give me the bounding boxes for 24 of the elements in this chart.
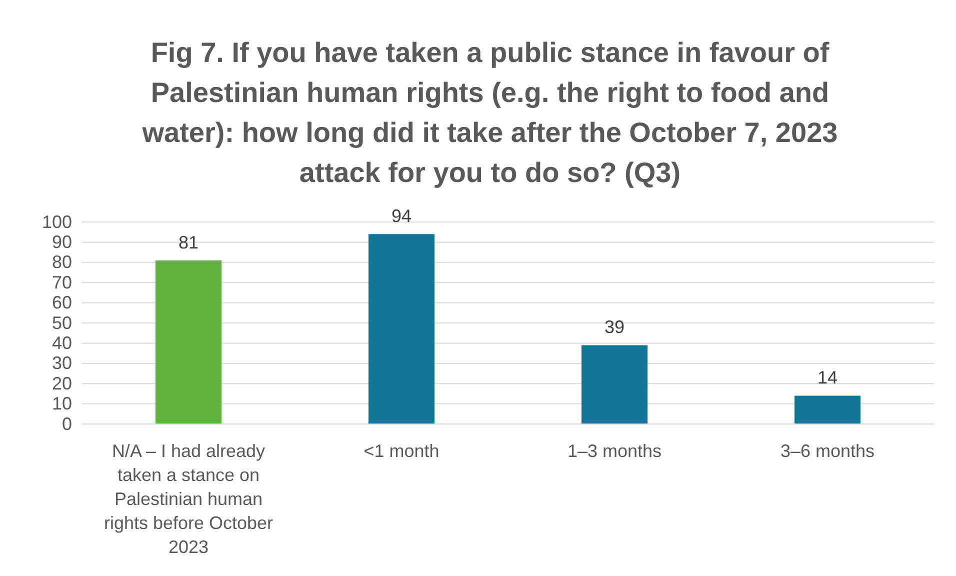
- y-tick-label: 100: [42, 212, 72, 232]
- y-tick-label: 30: [52, 353, 72, 374]
- x-tick-label: <1 month: [364, 441, 440, 461]
- x-tick-label: N/A – I had already taken a stance on Palestinian human rights before October 2023: [104, 441, 274, 557]
- y-tick-label: 60: [52, 292, 72, 313]
- bar: [155, 260, 222, 424]
- data-label: 39: [604, 317, 625, 338]
- data-label: 94: [391, 206, 412, 226]
- bar: [368, 234, 435, 424]
- chart-title: Fig 7. If you have taken a public stance in favour of Palestinian human rights (e.g. the right to food and water): how long did it take after the October 7, 2023 attack for you to do so? (Q3): [141, 37, 838, 188]
- y-tick-label: 20: [52, 373, 72, 394]
- y-tick-label: 90: [52, 232, 72, 252]
- y-tick-label: 80: [52, 252, 72, 272]
- y-tick-label: 70: [52, 272, 72, 292]
- x-tick-label: 3–6 months: [780, 441, 875, 461]
- data-label: 81: [178, 232, 199, 252]
- y-tick-label: 0: [62, 414, 72, 434]
- x-tick-label: 1–3 months: [567, 441, 662, 461]
- y-tick-label: 50: [52, 312, 72, 333]
- data-label: 14: [817, 368, 838, 388]
- bar: [794, 396, 861, 424]
- y-tick-label: 40: [52, 332, 72, 353]
- y-tick-label: 10: [52, 394, 72, 414]
- bar: [581, 345, 648, 424]
